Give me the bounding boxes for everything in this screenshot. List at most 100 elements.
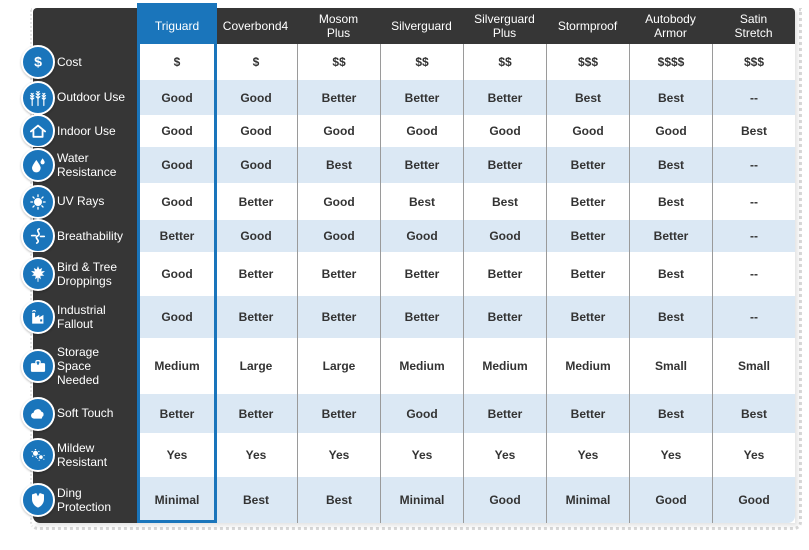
table-cell: Good — [380, 220, 463, 252]
row-label-text: Indoor Use — [57, 123, 116, 138]
table-cell: Better — [214, 183, 297, 220]
water-drops-icon — [21, 148, 55, 182]
row-label-text: Breathability — [57, 228, 124, 243]
row-label-outdoor-use: Outdoor Use — [21, 80, 140, 115]
table-cell: Best — [629, 296, 712, 338]
table-cell: Better — [297, 394, 380, 433]
column-header-triguard[interactable]: Triguard — [140, 3, 214, 44]
row-label-indoor-use: Indoor Use — [21, 114, 140, 148]
table-cell: Best — [629, 147, 712, 183]
table-cell: Better — [380, 296, 463, 338]
table-cell: Good — [463, 220, 546, 252]
table-cell: Best — [712, 394, 795, 433]
row-label-cost: $ Cost — [21, 44, 140, 80]
table-cell: $$$ — [712, 44, 795, 80]
table-cell: Better — [297, 252, 380, 296]
table-cell: Yes — [380, 433, 463, 477]
table-cell: Better — [380, 252, 463, 296]
row-label-bird-tree-droppings: Bird & Tree Droppings — [21, 252, 140, 296]
table-cell: Good — [463, 477, 546, 523]
row-label-text: Ding Protection — [57, 485, 112, 514]
table-cell: -- — [712, 296, 795, 338]
table-cell: Good — [140, 183, 214, 220]
row-label-text: Soft Touch — [57, 406, 114, 421]
table-cell: $ — [214, 44, 297, 80]
table-cell: $$ — [463, 44, 546, 80]
column-header-label: Triguard — [154, 18, 200, 33]
row-label-uv-rays: UV Rays — [21, 183, 140, 220]
table-cell: Better — [463, 394, 546, 433]
table-cell: Better — [214, 394, 297, 433]
table-cell: Better — [463, 296, 546, 338]
table-cell: Good — [140, 147, 214, 183]
table-cell: Medium — [463, 338, 546, 394]
table-cell: Better — [546, 183, 629, 220]
trees-icon — [21, 80, 55, 115]
column-header-silverguard-plus[interactable]: Silverguard Plus — [463, 8, 546, 44]
table-cell: -- — [712, 183, 795, 220]
table-cell: Better — [214, 252, 297, 296]
factory-icon — [21, 300, 55, 334]
table-cell: Best — [214, 477, 297, 523]
table-cell: Minimal — [380, 477, 463, 523]
row-label-text: UV Rays — [57, 194, 105, 209]
column-header-label: Satin Stretch — [734, 11, 773, 40]
table-cell: Best — [297, 147, 380, 183]
row-label-mildew-resistant: Mildew Resistant — [21, 433, 140, 477]
column-header-silverguard[interactable]: Silverguard — [380, 8, 463, 44]
table-cell: Small — [712, 338, 795, 394]
column-header-mosom-plus[interactable]: Mosom Plus — [297, 8, 380, 44]
table-cell: Large — [214, 338, 297, 394]
column-header-autobody-armor[interactable]: Autobody Armor — [629, 8, 712, 44]
row-label-text: Storage Space Needed — [57, 344, 100, 388]
table-cell: Good — [214, 115, 297, 147]
row-label-text: Industrial Fallout — [57, 302, 106, 331]
column-header-label: Coverbond4 — [222, 18, 289, 33]
table-cell: Good — [214, 220, 297, 252]
table-cell: Yes — [546, 433, 629, 477]
row-label-text: Cost — [57, 54, 82, 69]
table-cell: Better — [463, 147, 546, 183]
table-cell: Good — [463, 115, 546, 147]
table-cell: Yes — [140, 433, 214, 477]
table-cell: Better — [546, 252, 629, 296]
table-cell: Good — [546, 115, 629, 147]
table-cell: Better — [380, 147, 463, 183]
table-cell: Yes — [463, 433, 546, 477]
table-cell: Medium — [546, 338, 629, 394]
house-icon — [21, 114, 55, 148]
table-cell: $$$$ — [629, 44, 712, 80]
table-cell: Minimal — [140, 477, 214, 523]
table-cell: Better — [546, 394, 629, 433]
table-cell: Good — [140, 115, 214, 147]
table-cell: $$$ — [546, 44, 629, 80]
row-label-water-resistance: Water Resistance — [21, 147, 140, 183]
table-cell: Good — [297, 183, 380, 220]
table-cell: Good — [214, 80, 297, 115]
table-cell: Better — [297, 296, 380, 338]
column-header-coverbond4[interactable]: Coverbond4 — [214, 8, 297, 44]
row-label-industrial-fallout: Industrial Fallout — [21, 296, 140, 338]
row-label-text: Outdoor Use — [57, 90, 126, 105]
table-cell: Good — [140, 296, 214, 338]
row-label-text: Mildew Resistant — [57, 440, 108, 469]
table-cell: -- — [712, 220, 795, 252]
table-cell: Good — [297, 115, 380, 147]
briefcase-icon — [21, 349, 55, 383]
table-cell: Better — [214, 296, 297, 338]
column-header-stormproof[interactable]: Stormproof — [546, 8, 629, 44]
table-cell: Better — [546, 220, 629, 252]
table-cell: Small — [629, 338, 712, 394]
table-cell: Better — [463, 80, 546, 115]
table-cell: $ — [140, 44, 214, 80]
table-cell: Better — [140, 220, 214, 252]
table-cell: Better — [546, 296, 629, 338]
column-header-label: Stormproof — [557, 18, 618, 33]
row-label-storage-space-needed: Storage Space Needed — [21, 338, 140, 394]
column-header-label: Autobody Armor — [645, 11, 696, 40]
row-label-ding-protection: Ding Protection — [21, 477, 140, 523]
table-cell: Yes — [629, 433, 712, 477]
table-cell: Good — [629, 115, 712, 147]
column-header-satin-stretch[interactable]: Satin Stretch — [712, 8, 795, 44]
